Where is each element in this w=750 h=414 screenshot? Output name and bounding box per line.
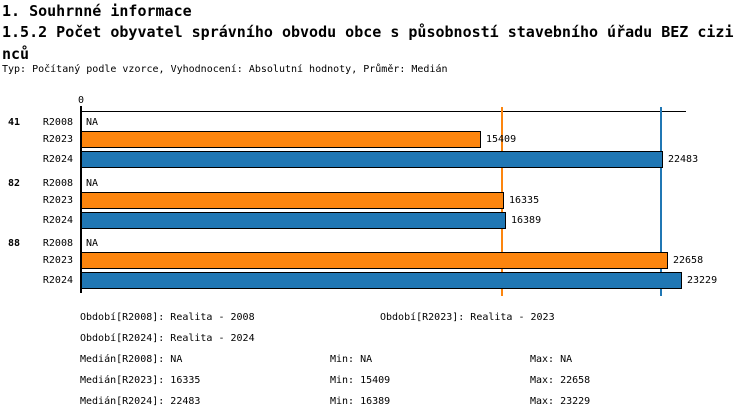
series-label: R2024 <box>42 215 73 226</box>
group-label: 82 <box>8 178 21 189</box>
bar <box>81 252 668 269</box>
chart-subtitle: 1.5.2 Počet obyvatel správního obvodu ob… <box>2 23 734 63</box>
legend-min-r2023: Min: 15409 <box>330 375 391 386</box>
bar <box>81 192 504 209</box>
bar <box>81 212 506 229</box>
bar-value-label: NA <box>86 178 99 189</box>
bar <box>81 131 481 148</box>
chart-row: R2023 16335 <box>0 192 750 209</box>
series-label: R2008 <box>42 238 73 249</box>
page-title: 1. Souhrnné informace <box>2 2 192 20</box>
legend-max-r2023: Max: 22658 <box>530 375 591 386</box>
legend-period-r2023: Období[R2023]: Realita - 2023 <box>380 312 555 323</box>
bar <box>81 151 663 168</box>
chart-row: 41 R2008 NA <box>0 116 750 129</box>
group-label: 41 <box>8 117 21 128</box>
series-label: R2008 <box>42 178 73 189</box>
bar-value-label: 15409 <box>486 134 517 145</box>
legend-median-r2023: Medián[R2023]: 16335 <box>80 375 201 386</box>
bar-value-label: NA <box>86 117 99 128</box>
legend-period-r2008: Období[R2008]: Realita - 2008 <box>80 312 255 323</box>
legend-min-r2008: Min: NA <box>330 354 373 365</box>
chart-row: 88 R2008 NA <box>0 237 750 250</box>
series-label: R2024 <box>42 275 73 286</box>
chart-row: R2024 22483 <box>0 151 750 168</box>
x-axis-line <box>81 111 686 112</box>
legend-min-r2024: Min: 16389 <box>330 396 391 407</box>
bar-value-label: NA <box>86 238 99 249</box>
series-label: R2023 <box>42 195 73 206</box>
chart-row: R2024 23229 <box>0 272 750 289</box>
bar-value-label: 23229 <box>687 275 718 286</box>
group-label: 88 <box>8 238 21 249</box>
legend-period-r2024: Období[R2024]: Realita - 2024 <box>80 333 255 344</box>
legend-max-r2008: Max: NA <box>530 354 573 365</box>
legend-max-r2024: Max: 23229 <box>530 396 591 407</box>
chart-meta-line: Typ: Počítaný podle vzorce, Vyhodnocení:… <box>2 64 448 75</box>
bar <box>81 272 682 289</box>
chart-row: R2023 22658 <box>0 252 750 269</box>
series-label: R2008 <box>42 117 73 128</box>
bar-value-label: 22658 <box>673 255 704 266</box>
bar-value-label: 16389 <box>511 215 542 226</box>
bar-value-label: 16335 <box>509 195 540 206</box>
series-label: R2023 <box>42 134 73 145</box>
bar-value-label: 22483 <box>668 154 699 165</box>
median-ref-line-r2024 <box>660 107 662 296</box>
legend-median-r2024: Medián[R2024]: 22483 <box>80 396 201 407</box>
series-label: R2023 <box>42 255 73 266</box>
chart-row: R2024 16389 <box>0 212 750 229</box>
x-axis-zero-tick-label: 0 <box>77 95 85 106</box>
chart-row: R2023 15409 <box>0 131 750 148</box>
series-label: R2024 <box>42 154 73 165</box>
chart-row: 82 R2008 NA <box>0 177 750 190</box>
legend-median-r2008: Medián[R2008]: NA <box>80 354 183 365</box>
